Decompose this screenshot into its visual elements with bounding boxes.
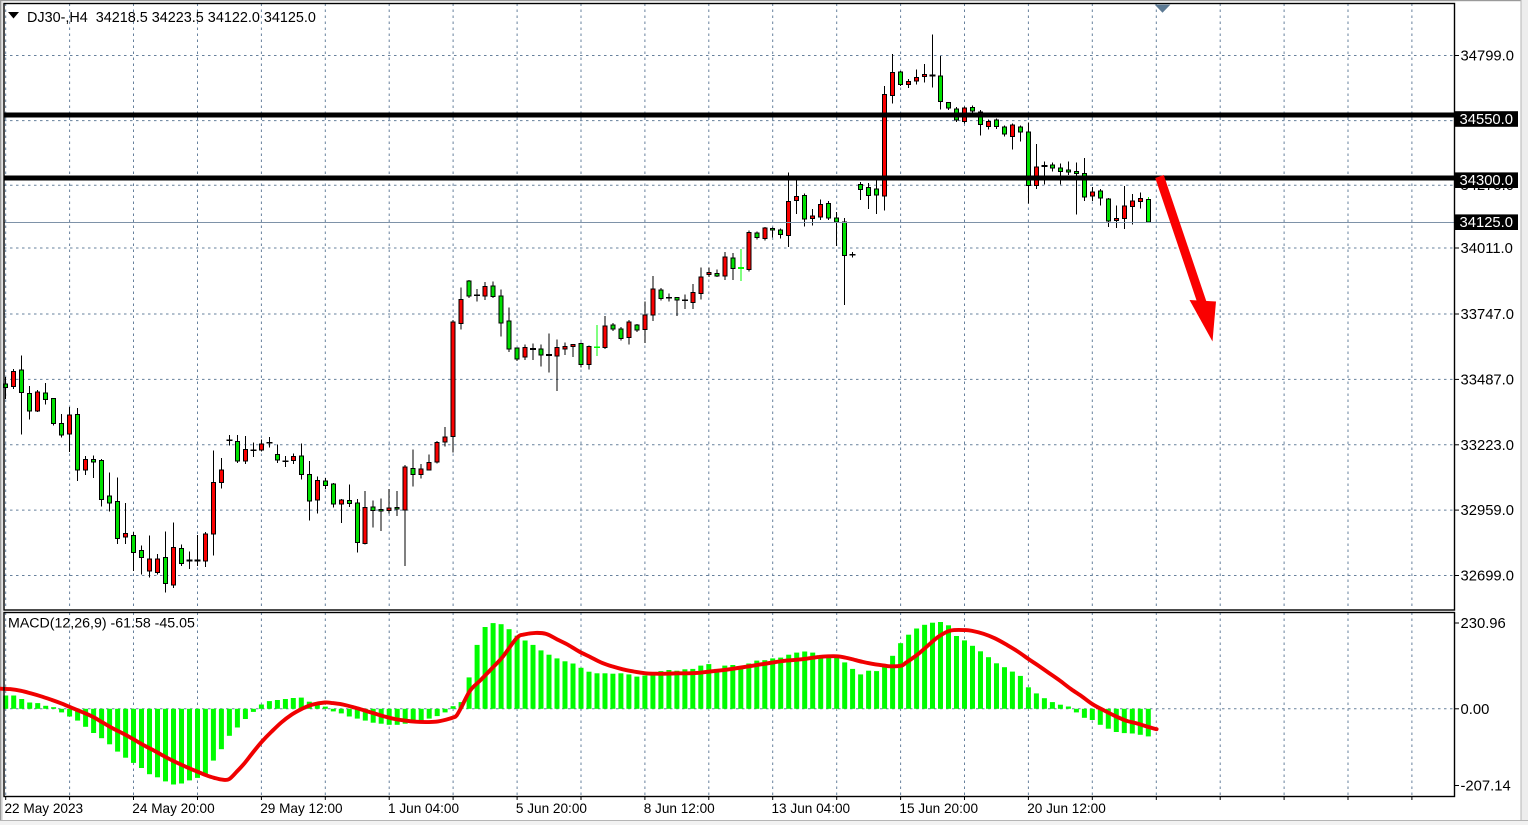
svg-text:34011.0: 34011.0 [1461,241,1513,257]
svg-text:5 Jun 20:00: 5 Jun 20:00 [516,801,587,816]
svg-text:32959.0: 32959.0 [1461,503,1515,519]
svg-text:230.96: 230.96 [1461,616,1506,632]
svg-text:24 May 20:00: 24 May 20:00 [132,801,215,816]
svg-text:DJ30-,H4 34218.5 34223.5 3412: DJ30-,H4 34218.5 34223.5 34122.0 34125.0 [27,10,316,26]
svg-text:33747.0: 33747.0 [1461,307,1515,323]
svg-text:34300.0: 34300.0 [1460,173,1514,189]
svg-text:0.00: 0.00 [1461,702,1490,718]
svg-text:22 May 2023: 22 May 2023 [5,801,84,816]
svg-text:33223.0: 33223.0 [1461,438,1515,454]
svg-text:-207.14: -207.14 [1461,779,1511,795]
svg-text:MACD(12,26,9) -61.58 -45.05: MACD(12,26,9) -61.58 -45.05 [8,616,195,632]
svg-text:1 Jun 04:00: 1 Jun 04:00 [388,801,459,816]
svg-text:15 Jun 20:00: 15 Jun 20:00 [899,801,978,816]
svg-text:34550.0: 34550.0 [1460,112,1514,128]
svg-text:34125.0: 34125.0 [1460,215,1514,231]
svg-text:20 Jun 12:00: 20 Jun 12:00 [1027,801,1106,816]
svg-text:13 Jun 04:00: 13 Jun 04:00 [772,801,851,816]
svg-text:32699.0: 32699.0 [1461,569,1515,585]
svg-text:8 Jun 12:00: 8 Jun 12:00 [644,801,715,816]
svg-text:34799.0: 34799.0 [1461,49,1515,65]
svg-text:33487.0: 33487.0 [1461,372,1515,388]
svg-text:29 May 12:00: 29 May 12:00 [260,801,343,816]
